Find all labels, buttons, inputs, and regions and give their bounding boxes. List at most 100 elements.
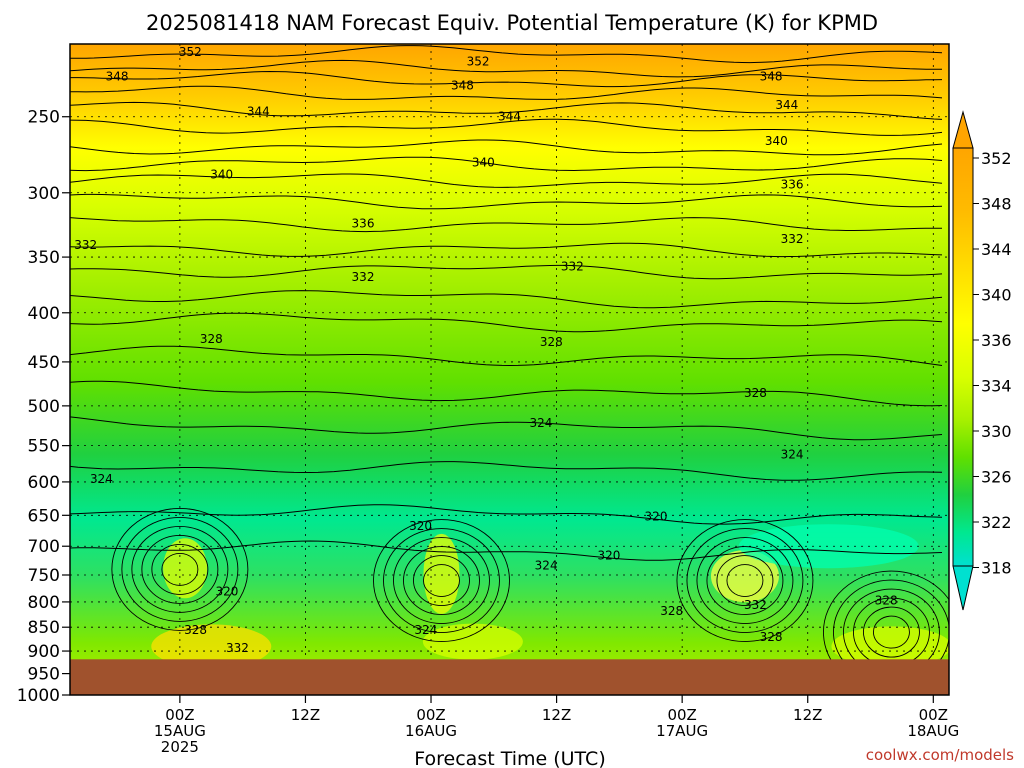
contour-label: 344 xyxy=(498,110,521,124)
contour-line xyxy=(70,242,943,258)
x-tick-line: 18AUG xyxy=(907,722,959,740)
colorbar: 352 348 344 340 336 334 330 326 322 318 xyxy=(952,110,1012,611)
cool-pocket-1 xyxy=(738,524,919,569)
contour-line xyxy=(70,345,943,367)
y-tick-label: 600 xyxy=(28,473,60,493)
x-tick-line: 17AUG xyxy=(656,722,708,740)
contour-ring xyxy=(716,555,774,606)
x-tick-label: 12Z xyxy=(291,706,320,724)
y-tick-label: 900 xyxy=(28,642,60,662)
contour-line xyxy=(70,461,943,481)
contour-ring xyxy=(872,615,910,649)
x-axis: 00Z 15AUG 2025 12Z 00Z 16AUG 12Z 00Z 17AUG 12Z 00Z… xyxy=(154,695,959,756)
contour-ring xyxy=(111,507,249,631)
contour-label: 324 xyxy=(414,623,437,637)
contour-label: 328 xyxy=(200,332,223,346)
warm-pocket-1 xyxy=(163,538,208,599)
contour-ring xyxy=(706,546,784,615)
contour-ring xyxy=(121,516,239,622)
x-tick-label: 12Z xyxy=(542,706,571,724)
contour-line xyxy=(70,193,943,210)
y-tick-label: 350 xyxy=(28,248,60,268)
contour-line xyxy=(70,85,943,100)
colorbar-label: 326 xyxy=(981,468,1012,487)
contour-label: 320 xyxy=(645,510,668,524)
contour-ring xyxy=(423,564,460,597)
contour-ring xyxy=(161,552,199,586)
y-tick-label: 550 xyxy=(28,437,60,457)
contour-label: 344 xyxy=(247,105,270,119)
contour-label: 332 xyxy=(226,641,249,655)
y-tick-label: 800 xyxy=(28,593,60,613)
x-tick-label: 00Z 18AUG xyxy=(907,706,959,740)
contour-line xyxy=(70,217,943,233)
contour-ring xyxy=(726,564,764,597)
contour-label: 328 xyxy=(660,604,683,618)
y-tick-label: 650 xyxy=(28,506,60,526)
colorbar-labels: 352 348 344 340 336 334 330 326 322 318 xyxy=(973,149,1012,578)
contour-line xyxy=(70,540,943,561)
contour-label: 336 xyxy=(352,217,375,231)
colorbar-label: 344 xyxy=(981,240,1012,259)
contour-label: 332 xyxy=(781,232,804,246)
x-tick-line: 00Z xyxy=(667,706,696,724)
x-tick-label: 12Z xyxy=(793,706,822,724)
contour-line xyxy=(70,173,943,188)
contour-label: 352 xyxy=(467,55,490,69)
colorbar-label: 322 xyxy=(981,513,1012,532)
contour-line xyxy=(70,416,943,441)
y-tick-label: 850 xyxy=(28,618,60,638)
warm-pocket-3 xyxy=(710,550,779,603)
contour-line xyxy=(70,156,943,172)
chart-title: 2025081418 NAM Forecast Equiv. Potential… xyxy=(146,11,878,35)
x-tick-line: 12Z xyxy=(793,706,822,724)
y-tick-label: 700 xyxy=(28,537,60,557)
y-axis: 250 300 350 400 450 500 550 600 650 700 750 800 850 9… xyxy=(17,108,70,706)
colorbar-label: 330 xyxy=(981,422,1012,441)
contour-label: 344 xyxy=(775,98,798,112)
y-tick-label: 300 xyxy=(28,184,60,204)
colorbar-label: 336 xyxy=(981,331,1012,350)
contour-label: 320 xyxy=(216,584,239,598)
contour-ring xyxy=(862,606,920,658)
source-credit: coolwx.com/models xyxy=(866,746,1014,764)
contour-label: 328 xyxy=(744,386,767,400)
contour-label: 328 xyxy=(875,593,898,607)
contour-label: 340 xyxy=(472,156,495,170)
contour-label: 332 xyxy=(744,598,767,612)
x-tick-line: 16AUG xyxy=(405,722,457,740)
colorbar-label: 318 xyxy=(981,559,1012,578)
contour-line xyxy=(70,312,943,333)
contour-line xyxy=(70,70,943,88)
contour-line xyxy=(70,504,943,525)
colorbar-label: 340 xyxy=(981,286,1012,305)
warm-surface-3 xyxy=(831,626,949,667)
colorbar-body xyxy=(952,147,974,567)
contour-line xyxy=(70,59,942,78)
x-tick-label: 00Z 15AUG 2025 xyxy=(154,706,206,756)
contour-ring xyxy=(696,537,794,624)
contour-ring xyxy=(383,528,500,633)
colorbar-label: 352 xyxy=(981,149,1012,168)
x-tick-line: 12Z xyxy=(542,706,571,724)
plot-area: 352 352 348 348 348 344 344 344 340 340 340 336 336 3… xyxy=(70,44,949,695)
x-tick-line: 2025 xyxy=(161,738,199,756)
x-tick-label: 00Z 16AUG xyxy=(405,706,457,740)
contour-label: 324 xyxy=(781,448,804,462)
y-tick-label: 250 xyxy=(28,108,60,128)
contour-label: 324 xyxy=(90,472,113,486)
contour-label: 332 xyxy=(561,260,584,274)
contour-ring xyxy=(393,537,490,624)
plot-frame xyxy=(69,43,950,696)
contour-label: 328 xyxy=(760,630,783,644)
contour-line xyxy=(70,380,943,407)
y-tick-label: 450 xyxy=(28,353,60,373)
y-tick-label: 400 xyxy=(28,304,60,324)
contour-label: 320 xyxy=(597,549,620,563)
contour-label: 340 xyxy=(765,134,788,148)
contour-label: 336 xyxy=(781,177,804,191)
contour-line xyxy=(70,101,943,120)
contour-line xyxy=(70,139,943,156)
contour-ring xyxy=(151,543,209,595)
